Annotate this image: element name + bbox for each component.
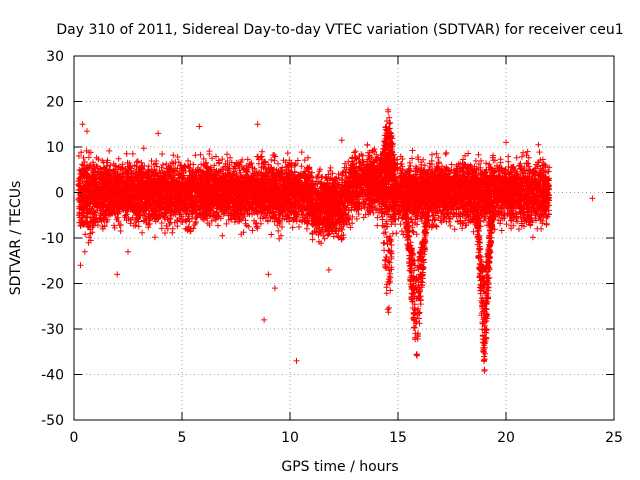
x-tick-label: 0 xyxy=(70,430,79,446)
y-tick-label: 10 xyxy=(46,140,64,156)
grid-lines xyxy=(74,56,614,420)
x-tick-label: 20 xyxy=(497,430,515,446)
y-tick-label: 20 xyxy=(46,95,64,111)
y-tick-label: -50 xyxy=(41,413,64,429)
y-tick-label: 0 xyxy=(55,186,64,202)
x-tick-label: 15 xyxy=(389,430,407,446)
x-tick-label: 5 xyxy=(178,430,187,446)
scatter-points-path xyxy=(75,106,596,374)
axis-ticks: 0 5 10 15 20 25 30 20 10 0 -10 -20 -30 -40 -50 xyxy=(41,49,623,446)
y-tick-label: 30 xyxy=(46,49,64,65)
data-points xyxy=(75,106,596,374)
y-tick-label: -10 xyxy=(41,231,64,247)
chart-title: Day 310 of 2011, Sidereal Day-to-day VTE… xyxy=(56,22,623,38)
y-tick-label: -20 xyxy=(41,277,64,293)
x-tick-label: 25 xyxy=(605,430,623,446)
x-axis-label: GPS time / hours xyxy=(281,459,398,475)
y-tick-label: -40 xyxy=(41,368,64,384)
x-tick-label: 10 xyxy=(281,430,299,446)
y-axis-label: SDTVAR / TECUs xyxy=(8,181,24,296)
y-tick-label: -30 xyxy=(41,322,64,338)
